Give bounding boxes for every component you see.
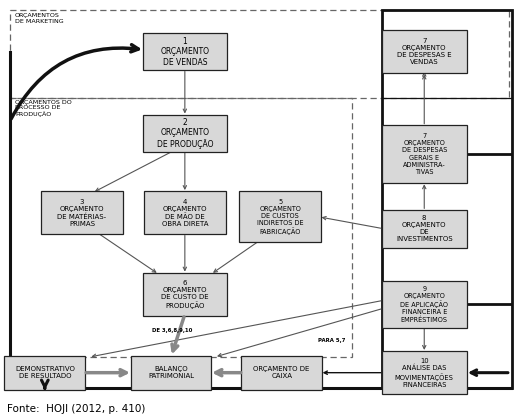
- Text: 4
ORÇAMENTO
DE MÃO DE
OBRA DIRETA: 4 ORÇAMENTO DE MÃO DE OBRA DIRETA: [161, 199, 208, 227]
- Text: BALANÇO
PATRIMONIAL: BALANÇO PATRIMONIAL: [148, 366, 194, 379]
- Text: 6
ORÇAMENTO
DE CUSTO DE
PRODUÇÃO: 6 ORÇAMENTO DE CUSTO DE PRODUÇÃO: [161, 280, 209, 309]
- Text: ORÇAMENTOS DO
PROCESSO DE
PRODUÇÃO: ORÇAMENTOS DO PROCESSO DE PRODUÇÃO: [15, 100, 72, 117]
- FancyBboxPatch shape: [381, 281, 467, 328]
- Bar: [10, 10, 509, 98]
- Text: DEMONSTRATIVO
DE RESULTADO: DEMONSTRATIVO DE RESULTADO: [15, 366, 75, 379]
- Text: PARA 5,7: PARA 5,7: [318, 338, 345, 343]
- Text: 3
ORÇAMENTO
DE MATÉRIAS-
PRIMAS: 3 ORÇAMENTO DE MATÉRIAS- PRIMAS: [57, 199, 106, 227]
- Text: 7
ORÇAMENTO
DE DESPESAS E
VENDAS: 7 ORÇAMENTO DE DESPESAS E VENDAS: [397, 38, 452, 66]
- Text: ORÇAMENTOS
DE MARKETING: ORÇAMENTOS DE MARKETING: [15, 13, 64, 24]
- FancyBboxPatch shape: [381, 30, 467, 73]
- Bar: [381, 10, 512, 388]
- Bar: [10, 98, 352, 357]
- Text: 2
ORÇAMENTO
DE PRODUÇÃO: 2 ORÇAMENTO DE PRODUÇÃO: [157, 118, 213, 149]
- FancyBboxPatch shape: [381, 351, 467, 394]
- FancyBboxPatch shape: [241, 356, 322, 390]
- FancyBboxPatch shape: [381, 125, 467, 183]
- Text: 1
ORÇAMENTO
DE VENDAS: 1 ORÇAMENTO DE VENDAS: [160, 37, 209, 67]
- Text: ORÇAMENTO DE
CAIXA: ORÇAMENTO DE CAIXA: [253, 366, 310, 379]
- Text: 5
ORÇAMENTO
DE CUSTOS
INDIRETOS DE
FABRICAÇÃO: 5 ORÇAMENTO DE CUSTOS INDIRETOS DE FABRI…: [257, 198, 304, 235]
- FancyBboxPatch shape: [143, 33, 227, 70]
- Text: 7
ORÇAMENTO
DE DESPESAS
GERAIS E
ADMINISTRA-
TIVAS: 7 ORÇAMENTO DE DESPESAS GERAIS E ADMINIS…: [402, 133, 447, 175]
- FancyBboxPatch shape: [41, 191, 122, 234]
- FancyBboxPatch shape: [239, 191, 321, 242]
- FancyBboxPatch shape: [143, 115, 227, 152]
- FancyBboxPatch shape: [143, 273, 227, 316]
- Text: 10
ANÁLISE DAS
MOVIMENTAÇÕES
FINANCEIRAS: 10 ANÁLISE DAS MOVIMENTAÇÕES FINANCEIRAS: [395, 358, 454, 388]
- Text: DE 3,6,8,9,10: DE 3,6,8,9,10: [152, 328, 192, 333]
- Text: 8
ORÇAMENTO
DE
INVESTIMENTOS: 8 ORÇAMENTO DE INVESTIMENTOS: [396, 215, 453, 242]
- FancyBboxPatch shape: [4, 356, 86, 390]
- FancyBboxPatch shape: [131, 356, 211, 390]
- Text: Fonte:  HOJI (2012, p. 410): Fonte: HOJI (2012, p. 410): [7, 404, 146, 414]
- FancyBboxPatch shape: [381, 210, 467, 248]
- FancyBboxPatch shape: [144, 191, 226, 234]
- Text: 9
ORÇAMENTO
DE APLICAÇÃO
FINANCEIRA E
EMPRÉSTIMOS: 9 ORÇAMENTO DE APLICAÇÃO FINANCEIRA E EM…: [400, 286, 448, 323]
